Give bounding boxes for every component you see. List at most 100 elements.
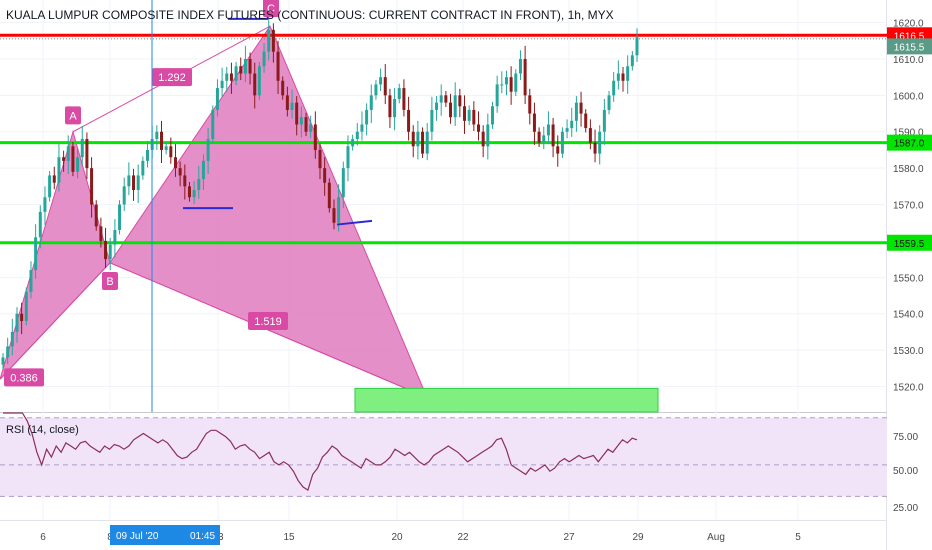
support-price-tag-label: 1559.5	[894, 239, 925, 250]
candle-body	[388, 95, 392, 118]
candle-body	[374, 84, 378, 96]
price-tick-label: 1590.0	[893, 128, 924, 139]
price-tick-label: 1540.0	[893, 310, 924, 321]
rsi-path	[3, 412, 638, 492]
candle-body	[276, 51, 280, 81]
candle-body	[313, 124, 317, 150]
candle-body	[435, 102, 439, 110]
time-tick-label: 5	[795, 532, 801, 543]
candle-body	[346, 146, 350, 169]
candle-body	[229, 73, 233, 81]
candle-body	[500, 84, 504, 86]
candle-body	[551, 124, 555, 147]
candle-body	[304, 117, 308, 132]
candle-body	[187, 186, 191, 198]
candle-body	[173, 157, 177, 169]
ratio-label: 0.386	[10, 372, 38, 384]
candle-body	[383, 77, 387, 96]
candle-body	[612, 80, 616, 96]
resistance-price-tag-label: 1616.5	[894, 31, 925, 42]
candle-body	[15, 313, 19, 332]
rsi-ticks: 75.00 50.00 25.00	[893, 432, 918, 514]
candle-body	[332, 208, 336, 223]
rsi-tick-label: 50.00	[893, 466, 918, 477]
candle-body	[234, 66, 238, 81]
candle-body	[192, 189, 196, 198]
candle-body	[556, 146, 560, 154]
time-tick-label: 6	[40, 532, 46, 543]
candle-body	[197, 179, 201, 190]
candle-body	[85, 139, 89, 169]
candle-body	[495, 84, 499, 107]
candle-body	[211, 109, 215, 140]
candle-body	[295, 102, 299, 125]
candle-body	[635, 37, 639, 56]
candle-body	[472, 109, 476, 125]
candle-body	[588, 128, 592, 143]
candle-body	[621, 73, 625, 81]
rsi-band-fill	[0, 417, 887, 497]
candle-body	[99, 226, 103, 241]
candle-body	[393, 98, 397, 118]
price-tick-label: 1570.0	[893, 201, 924, 212]
candles	[1, 16, 639, 370]
candle-body	[369, 95, 373, 110]
candle-body	[66, 146, 70, 161]
candle-body	[299, 117, 303, 125]
price-tick-label: 1600.0	[893, 91, 924, 102]
candle-body	[593, 142, 597, 154]
candle-body	[94, 204, 98, 227]
candle-body	[132, 175, 136, 190]
candle-body	[169, 146, 173, 158]
candle-body	[281, 80, 285, 96]
crosshair-time-tag	[110, 525, 220, 545]
candle-body	[57, 157, 61, 183]
pattern-line-xb	[0, 262, 111, 380]
last-price-tag	[887, 38, 932, 55]
time-tick-label: 15	[283, 532, 295, 543]
candle-body	[206, 139, 210, 161]
candle-body	[225, 73, 229, 81]
candle-body	[546, 124, 550, 136]
horizontal-levels	[0, 33, 887, 245]
candle-body	[514, 73, 518, 92]
candle-body	[183, 175, 187, 187]
candle-body	[118, 204, 122, 231]
price-tick-label: 1520.0	[893, 383, 924, 394]
drawn-line	[336, 219, 373, 226]
candle-body	[560, 131, 564, 154]
candle-body	[439, 95, 443, 103]
candle-body	[425, 131, 429, 154]
candle-body	[146, 149, 150, 161]
candle-body	[141, 160, 145, 176]
candle-body	[411, 131, 415, 147]
candle-body	[579, 102, 583, 114]
candle-body	[80, 139, 84, 158]
candle-body	[407, 109, 411, 132]
time-tick-label: 29	[632, 532, 644, 543]
candle-body	[630, 55, 634, 67]
crosshair: 09 Jul '20 01:45	[110, 0, 220, 545]
candle-body	[421, 131, 425, 154]
candle-body	[20, 313, 24, 322]
candle-body	[528, 95, 532, 114]
harmonic-pattern	[0, 25, 659, 413]
price-tick-label: 1580.0	[893, 164, 924, 175]
candle-body	[239, 66, 243, 74]
candle-body	[62, 157, 66, 161]
candle-body	[108, 244, 112, 260]
candle-body	[565, 128, 569, 132]
time-tick-label: 22	[457, 532, 469, 543]
candle-body	[518, 58, 522, 74]
candle-body	[10, 331, 14, 347]
candle-body	[341, 168, 345, 198]
candle-body	[164, 146, 168, 150]
target-zone-box	[354, 387, 659, 413]
candle-body	[486, 124, 490, 147]
candle-body	[178, 168, 182, 176]
candle-body	[449, 102, 453, 118]
crosshair-time-label: 01:45	[190, 531, 215, 542]
price-tick-label: 1610.0	[893, 55, 924, 66]
point-label-a: A	[69, 110, 77, 122]
candle-body	[397, 88, 401, 99]
